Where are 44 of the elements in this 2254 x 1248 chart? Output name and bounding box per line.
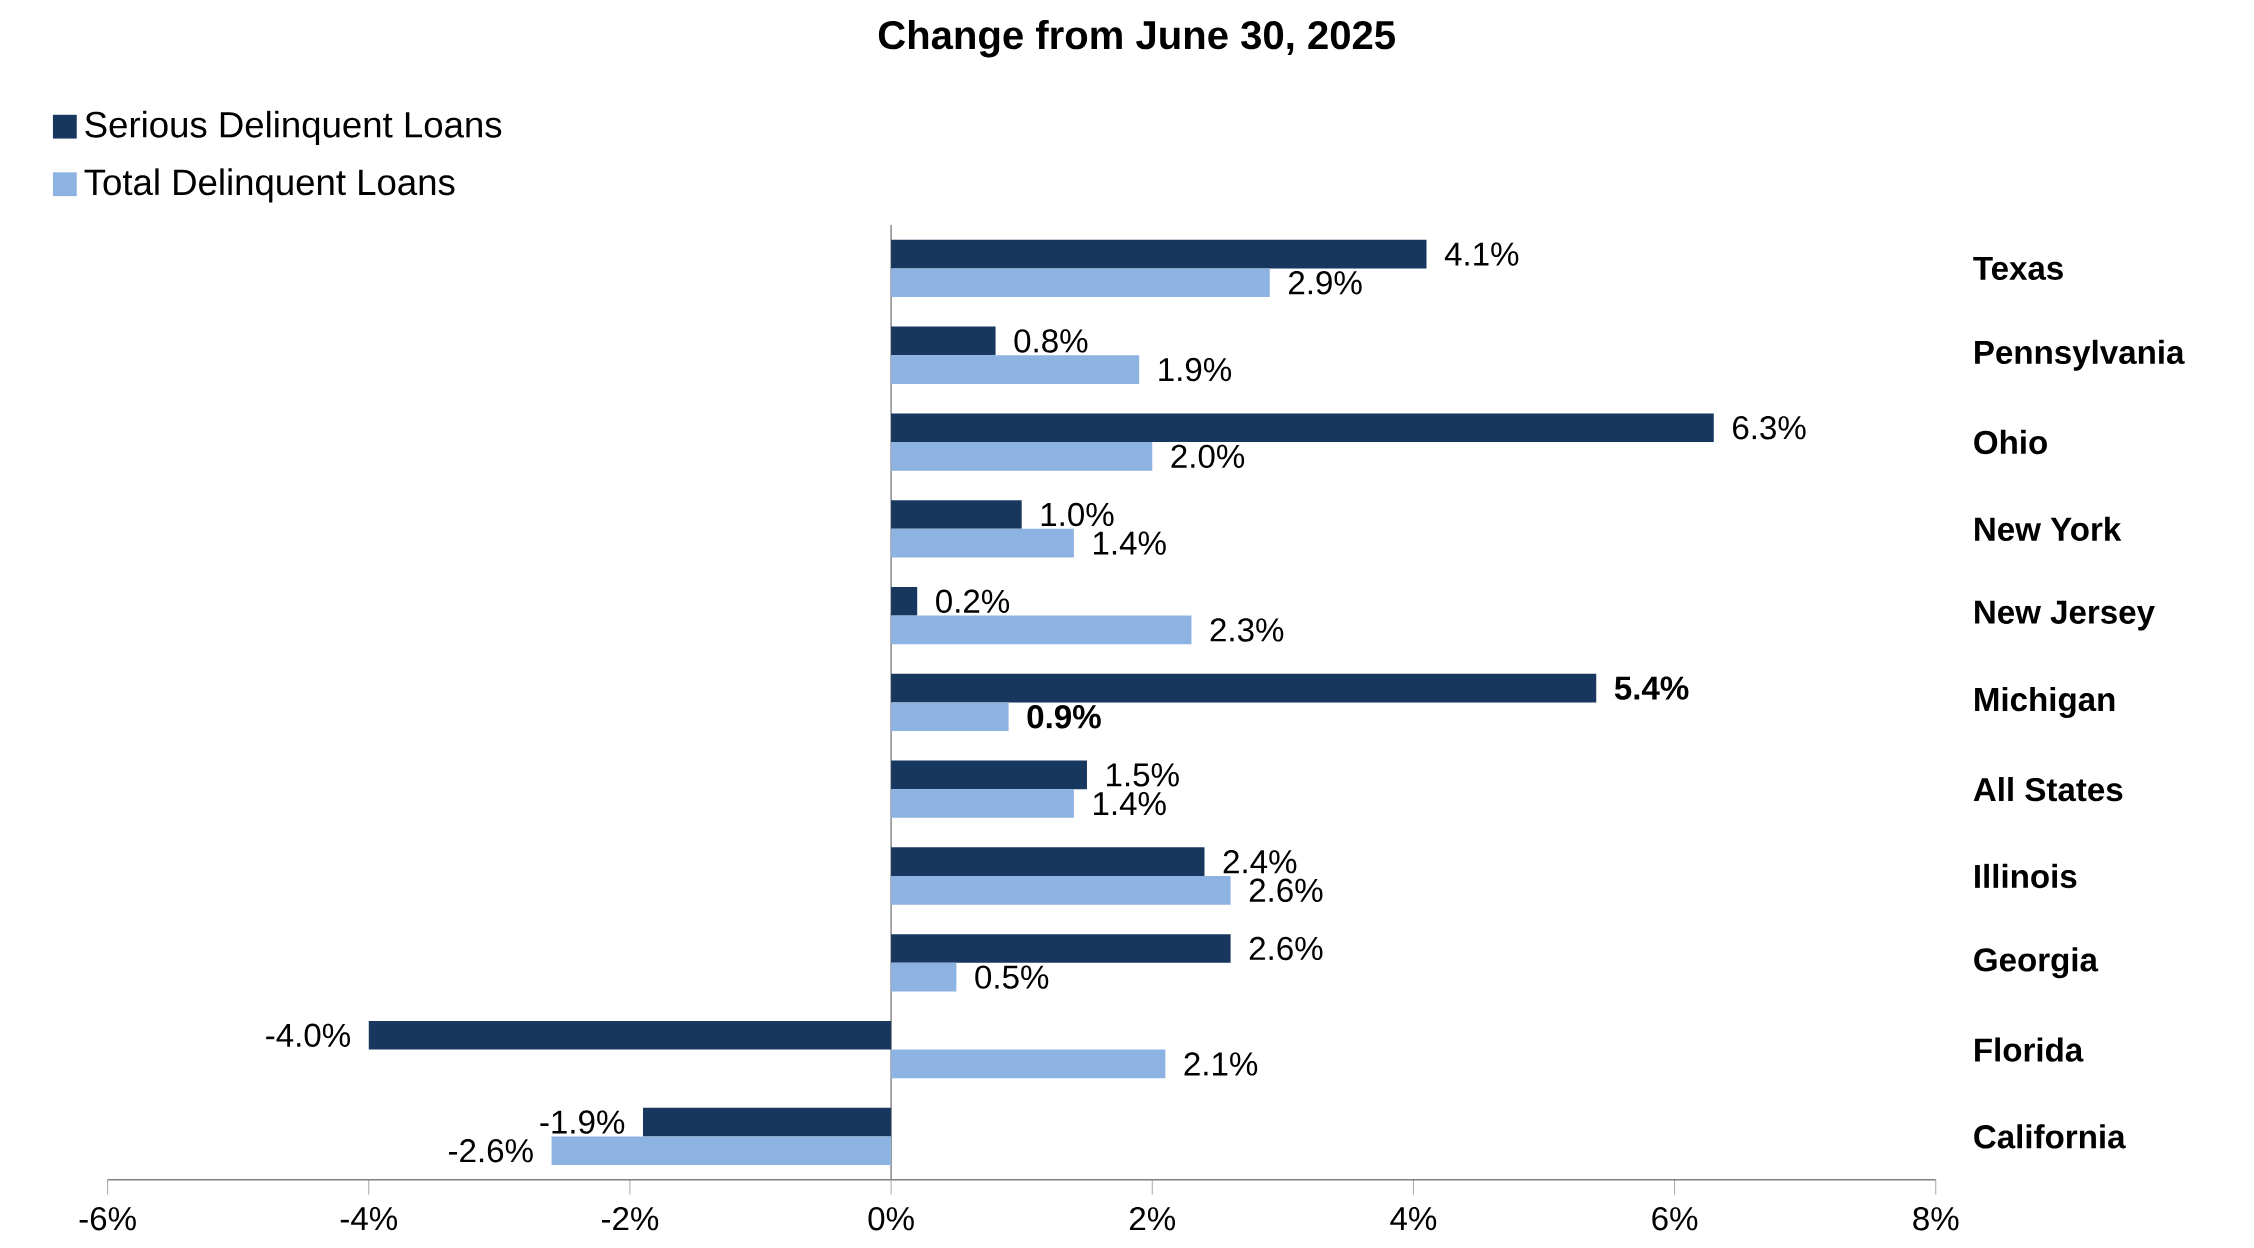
data-label: 0.9%: [1027, 704, 1101, 729]
data-label: 6.3%: [1733, 415, 1806, 440]
chart-title: Change from June 30, 2025: [878, 19, 1395, 58]
data-label: 2.3%: [1210, 618, 1284, 642]
y-tick-label: New Jersey: [1975, 600, 2155, 631]
x-tick-label: 0%: [868, 1206, 914, 1231]
x-tick-label: 6%: [1652, 1206, 1698, 1231]
x-tick-label: -6%: [79, 1206, 136, 1231]
x-tick-label: -4%: [340, 1206, 398, 1231]
data-label: 0.8%: [1014, 329, 1088, 353]
data-label: 5.4%: [1614, 676, 1689, 700]
data-label: 2.1%: [1184, 1052, 1258, 1076]
y-tick-label: Pennsylvania: [1975, 339, 2185, 371]
data-label: 1.9%: [1159, 357, 1232, 382]
data-label: 0.2%: [936, 589, 1010, 613]
data-label: -1.9%: [540, 1110, 625, 1134]
y-tick-label: California: [1974, 1124, 2126, 1149]
data-label: 2.6%: [1249, 878, 1323, 902]
data-label: 1.5%: [1107, 763, 1179, 787]
data-label: 1.4%: [1094, 531, 1166, 555]
data-label: 2.0%: [1171, 444, 1245, 468]
data-label: 1.0%: [1041, 502, 1114, 527]
y-tick-label: Michigan: [1975, 686, 2115, 718]
data-label: 2.9%: [1289, 270, 1362, 295]
x-tick-label: 2%: [1129, 1206, 1175, 1231]
data-label: 4.1%: [1444, 242, 1519, 266]
y-tick-label: Illinois: [1975, 863, 2077, 889]
legend-label: Total Delinquent Loans: [84, 168, 455, 203]
x-tick-label: 8%: [1913, 1206, 1959, 1231]
data-label: -4.0%: [266, 1023, 350, 1047]
y-tick-label: Texas: [1973, 256, 2063, 280]
data-label: 2.4%: [1223, 849, 1297, 874]
data-label: 1.4%: [1094, 791, 1166, 816]
y-tick-label: Ohio: [1974, 429, 2047, 455]
data-label: 2.6%: [1249, 936, 1323, 961]
data-label: -2.6%: [449, 1138, 533, 1163]
y-tick-label: Florida: [1975, 1037, 2084, 1062]
data-label: 0.5%: [975, 965, 1049, 989]
y-tick-label: Georgia: [1974, 947, 2099, 979]
legend-label: Serious Delinquent Loans: [85, 110, 502, 145]
x-tick-label: 4%: [1390, 1206, 1437, 1231]
y-tick-label: All States: [1973, 776, 2123, 802]
x-tick-label: -2%: [601, 1206, 659, 1231]
y-tick-label: New York: [1975, 516, 2122, 541]
